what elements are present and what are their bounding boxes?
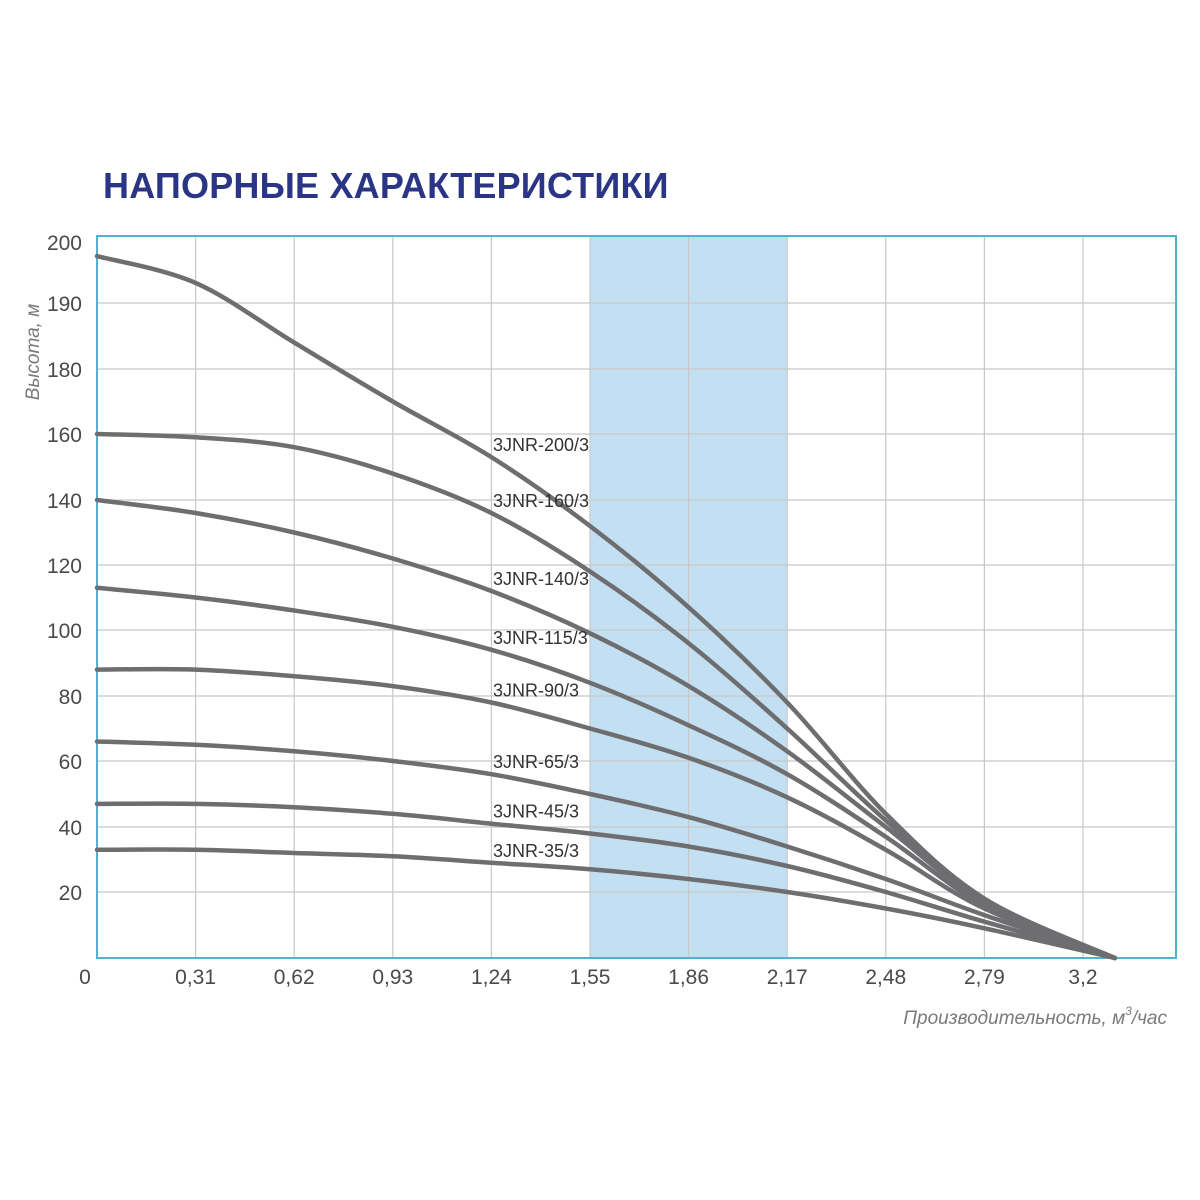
curve-layer	[94, 253, 1118, 961]
y-tick-label: 60	[59, 751, 82, 774]
y-axis-title: Высота, м	[23, 304, 44, 400]
y-tick-label: 120	[47, 555, 82, 578]
series-line	[94, 253, 1118, 961]
x-tick-label: 0	[79, 966, 91, 989]
y-tick-label: 100	[47, 620, 82, 643]
series-line	[94, 497, 1118, 961]
page-title: НАПОРНЫЕ ХАРАКТЕРИСТИКИ	[103, 165, 669, 206]
x-tick-label: 0,62	[274, 966, 315, 989]
series-label: 3JNR-45/3	[493, 802, 579, 822]
y-tick-label: 200	[47, 232, 82, 255]
x-tick-label: 0,93	[372, 966, 413, 989]
x-tick-label: 0,31	[175, 966, 216, 989]
series-line	[94, 801, 1118, 961]
x-tick-label: 3,2	[1068, 966, 1097, 989]
y-tick-label: 190	[47, 293, 82, 316]
series-label: 3JNR-65/3	[493, 752, 579, 772]
x-tick-label: 1,55	[570, 966, 611, 989]
series-label: 3JNR-200/3	[493, 435, 589, 455]
series-line	[94, 847, 1118, 961]
x-axis-title-sup: 3	[1125, 1004, 1132, 1018]
y-tick-label: 20	[59, 882, 82, 905]
x-axis-title: Производительность, м3/час	[903, 1004, 1167, 1029]
x-tick-label: 1,86	[668, 966, 709, 989]
y-tick-label: 160	[47, 424, 82, 447]
series-line	[94, 585, 1118, 961]
y-tick-label: 80	[59, 686, 82, 709]
tick-layer: 0 0,31 0,62 0,93 1,24 1,55 1,86 2,17 2,48 2,79 3,2…	[47, 232, 1098, 989]
x-axis-title-suffix: /час	[1130, 1008, 1168, 1029]
series-label: 3JNR-115/3	[493, 628, 588, 648]
y-tick-label: 140	[47, 490, 82, 513]
series-label: 3JNR-90/3	[493, 681, 579, 701]
plot-frame	[96, 235, 1177, 959]
series-label: 3JNR-140/3	[493, 569, 589, 589]
y-tick-label: 180	[47, 359, 82, 382]
series-label: 3JNR-35/3	[493, 841, 579, 861]
series-line	[94, 666, 1118, 961]
series-line	[94, 739, 1118, 961]
label-layer: 3JNR-200/3 3JNR-160/3 3JNR-140/3 3JNR-115/3…	[493, 435, 589, 861]
x-tick-label: 2,48	[865, 966, 906, 989]
x-axis-title-text: Производительность, м	[903, 1008, 1125, 1029]
series-label: 3JNR-160/3	[493, 491, 589, 511]
x-tick-label: 2,79	[964, 966, 1005, 989]
x-tick-label: 1,24	[471, 966, 512, 989]
frame-layer	[96, 235, 1177, 959]
y-tick-label: 40	[59, 817, 82, 840]
x-tick-label: 2,17	[767, 966, 808, 989]
